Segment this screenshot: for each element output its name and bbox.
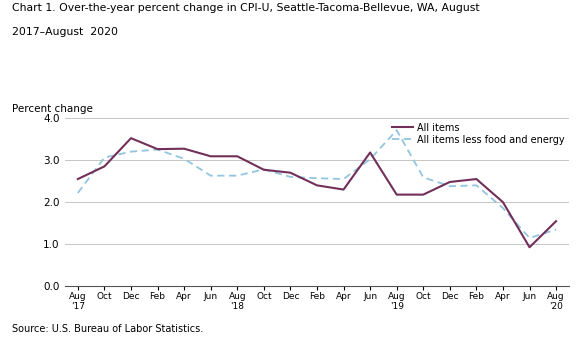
All items less food and energy (500, 206, 507, 210)
All items (313, 183, 321, 187)
All items less food and energy (287, 175, 294, 179)
All items (101, 164, 108, 168)
All items (500, 200, 507, 204)
All items (552, 219, 559, 223)
All items less food and energy (446, 184, 453, 188)
All items less food and energy (420, 175, 427, 179)
All items less food and energy (552, 227, 559, 232)
All items less food and energy (181, 157, 188, 161)
All items (181, 147, 188, 151)
Legend: All items, All items less food and energy: All items, All items less food and energ… (392, 123, 565, 145)
All items less food and energy (340, 177, 347, 181)
All items less food and energy (393, 128, 400, 132)
All items less food and energy (101, 156, 108, 160)
All items less food and energy (260, 167, 267, 172)
All items (207, 154, 214, 158)
All items (75, 177, 82, 181)
All items (260, 168, 267, 172)
All items (234, 154, 241, 158)
Line: All items: All items (78, 138, 556, 247)
All items (287, 171, 294, 175)
All items less food and energy (367, 157, 374, 161)
All items less food and energy (234, 174, 241, 178)
All items (446, 180, 453, 184)
All items less food and energy (75, 191, 82, 195)
All items (340, 187, 347, 191)
All items (393, 193, 400, 197)
All items (154, 147, 161, 151)
All items less food and energy (526, 236, 533, 240)
Text: Percent change: Percent change (12, 104, 93, 115)
All items less food and energy (473, 183, 480, 187)
All items less food and energy (207, 174, 214, 178)
All items less food and energy (154, 148, 161, 152)
Text: 2017–August  2020: 2017–August 2020 (12, 27, 118, 37)
All items (367, 150, 374, 154)
Line: All items less food and energy: All items less food and energy (78, 130, 556, 238)
All items less food and energy (313, 176, 321, 180)
All items (526, 245, 533, 249)
All items (473, 177, 480, 181)
All items (127, 136, 134, 140)
Text: Chart 1. Over-the-year percent change in CPI-U, Seattle-Tacoma-Bellevue, WA, Aug: Chart 1. Over-the-year percent change in… (12, 3, 480, 13)
Text: Source: U.S. Bureau of Labor Statistics.: Source: U.S. Bureau of Labor Statistics. (12, 324, 203, 334)
All items (420, 193, 427, 197)
All items less food and energy (127, 150, 134, 154)
